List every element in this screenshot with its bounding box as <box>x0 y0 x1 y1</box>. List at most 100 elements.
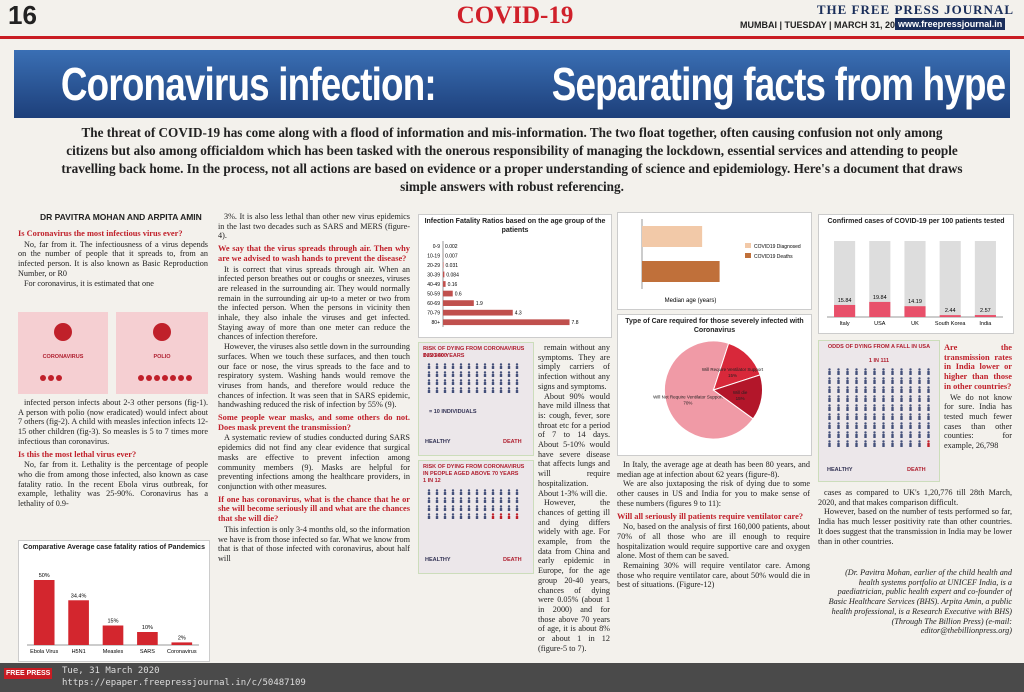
icon <box>499 489 503 492</box>
icon <box>900 395 903 398</box>
rule <box>0 36 1024 39</box>
icon <box>882 422 885 425</box>
icon <box>927 404 930 407</box>
icon <box>828 380 831 384</box>
icon <box>918 416 921 420</box>
icon <box>891 416 894 420</box>
icon <box>918 404 921 407</box>
icon <box>499 500 503 503</box>
icon <box>837 440 840 443</box>
info-label: HEALTHY <box>425 557 451 563</box>
icon <box>828 434 831 438</box>
icon <box>491 366 495 369</box>
icon <box>515 508 519 511</box>
infographic: RISK OF DYING FROM CORONAVIRUS IN 20-40 … <box>418 342 534 456</box>
icon <box>927 416 930 420</box>
icon <box>515 500 519 503</box>
icon <box>475 505 479 508</box>
icon <box>443 363 447 366</box>
icon <box>491 387 495 390</box>
data-label: 19.84 <box>873 294 887 300</box>
icon <box>909 416 912 420</box>
icon <box>846 404 849 407</box>
icon <box>483 497 487 500</box>
text-column: Is Coronavirus the most infectious virus… <box>18 226 208 310</box>
chart: Will Not Require Ventilator Support 70%Wi… <box>653 340 764 440</box>
intro: The threat of COVID-19 has come along wi… <box>61 125 963 194</box>
paragraph: 3%. It is also less lethal than other ne… <box>218 212 410 241</box>
icon <box>846 389 849 393</box>
bar-background <box>974 240 996 317</box>
headline-part: Coronavirus infection: <box>60 58 437 110</box>
icon <box>507 497 511 500</box>
icon <box>837 425 840 429</box>
icon <box>882 413 885 416</box>
icon <box>515 492 519 495</box>
icon <box>467 390 471 393</box>
icon <box>451 379 455 382</box>
headline: Coronavirus infection: Separating facts … <box>14 50 1010 118</box>
icon <box>459 508 463 511</box>
footer: FREE PRESS Tue, 31 March 2020 https://ep… <box>0 663 1024 692</box>
icon <box>515 366 519 369</box>
icon <box>873 413 876 416</box>
footer-link[interactable]: https://epaper.freepressjournal.in/c/504… <box>62 678 306 688</box>
icon <box>855 425 858 429</box>
icon <box>864 371 867 375</box>
y-tick-label: 40-49 <box>427 282 440 288</box>
icon <box>900 407 903 411</box>
data-label: 34.4% <box>71 593 87 599</box>
icon <box>515 390 519 393</box>
icon <box>515 371 519 374</box>
paragraph: In Italy, the average age at death has b… <box>617 460 810 479</box>
x-tick-label: Italy <box>840 321 850 327</box>
icon <box>891 425 894 429</box>
paragraph: However, based on the number of tests pe… <box>818 507 1012 546</box>
data-label: 50% <box>39 573 50 579</box>
paragraph: For coronavirus, it is estimated that on… <box>24 278 154 288</box>
icon <box>900 389 903 393</box>
icon <box>515 489 519 492</box>
icon <box>427 508 431 511</box>
icon <box>459 374 463 377</box>
icon <box>467 500 471 503</box>
icon <box>891 407 894 411</box>
icon <box>443 366 447 369</box>
data-label: 0.007 <box>445 253 458 259</box>
icon <box>491 382 495 385</box>
icon <box>443 374 447 377</box>
icon <box>900 404 903 407</box>
y-tick-label: 80+ <box>432 320 441 326</box>
icon <box>451 371 455 374</box>
icon <box>451 387 455 390</box>
x-tick-label: Ebola Virus <box>30 649 58 655</box>
icon <box>451 492 455 495</box>
icon <box>507 505 511 508</box>
icon <box>459 489 463 492</box>
icon <box>507 516 511 519</box>
icon <box>873 431 876 434</box>
icon-row <box>138 375 192 381</box>
icon <box>443 387 447 390</box>
icon <box>882 434 885 438</box>
icon <box>186 375 192 381</box>
icon <box>154 375 160 381</box>
icon <box>846 371 849 375</box>
text-column: Are the transmission rates in India lowe… <box>944 340 1012 488</box>
icon <box>515 387 519 390</box>
icon <box>427 363 431 366</box>
icon-grid <box>828 368 930 447</box>
icon <box>828 404 831 407</box>
pie-slice <box>664 340 754 440</box>
icon <box>459 516 463 519</box>
icon <box>828 431 831 434</box>
icon <box>451 382 455 385</box>
icon <box>855 395 858 398</box>
icon <box>475 500 479 503</box>
icon <box>891 434 894 438</box>
icon <box>864 395 867 398</box>
icon <box>855 407 858 411</box>
icon <box>467 374 471 377</box>
bar <box>137 631 158 645</box>
icon <box>873 395 876 398</box>
